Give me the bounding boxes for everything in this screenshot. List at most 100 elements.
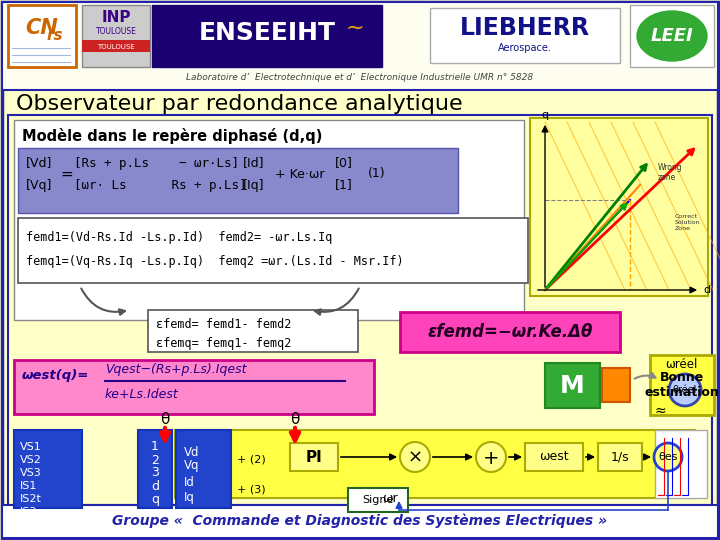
Text: θ: θ: [290, 413, 300, 428]
Text: Vd: Vd: [184, 446, 199, 458]
Text: d: d: [703, 285, 710, 295]
Text: Aerospace.: Aerospace.: [498, 43, 552, 53]
Bar: [650, 355, 714, 415]
Ellipse shape: [637, 11, 707, 61]
Text: Wrong
zone: Wrong zone: [658, 163, 683, 182]
Text: femd1=(Vd-Rs.Id -Ls.p.Id)  femd2= -ωr.Ls.Iq: femd1=(Vd-Rs.Id -Ls.p.Id) femd2= -ωr.Ls.…: [26, 231, 333, 244]
Bar: [82, 5, 150, 67]
Text: Observateur par redondance analytique: Observateur par redondance analytique: [16, 94, 463, 114]
Bar: [8, 115, 712, 505]
Text: +: +: [482, 449, 499, 468]
Text: Id: Id: [184, 476, 195, 489]
Bar: [290, 443, 338, 471]
Text: εfemd=−ωr.Ke.Δθ: εfemd=−ωr.Ke.Δθ: [427, 323, 593, 341]
Bar: [598, 443, 642, 471]
Text: Laboratoire d’  Electrotechnique et d’  Electronique Industrielle UMR n° 5828: Laboratoire d’ Electrotechnique et d’ El…: [186, 73, 534, 83]
Text: θ: θ: [161, 413, 170, 428]
Text: ENSEEIHT: ENSEEIHT: [199, 21, 336, 45]
Text: VS2: VS2: [20, 455, 42, 465]
Text: =: =: [60, 166, 73, 181]
Text: Correct
Solution
Zone: Correct Solution Zone: [675, 214, 701, 231]
Text: 1/s: 1/s: [611, 450, 629, 463]
Text: [Iq]: [Iq]: [243, 179, 264, 192]
Bar: [18, 218, 528, 283]
Circle shape: [654, 443, 682, 471]
Bar: [545, 363, 600, 408]
Bar: [2, 2, 718, 90]
Text: + Ke·ωr: + Ke·ωr: [275, 167, 325, 180]
Bar: [152, 5, 382, 67]
Text: ωest(q)=: ωest(q)=: [22, 368, 89, 381]
Text: 1: 1: [151, 441, 159, 454]
Bar: [525, 443, 583, 471]
Bar: [400, 312, 620, 352]
Text: q: q: [151, 492, 159, 505]
Circle shape: [400, 442, 430, 472]
Text: femq1=(Vq-Rs.Iq -Ls.p.Iq)  femq2 =ωr.(Ls.Id - Msr.If): femq1=(Vq-Rs.Iq -Ls.p.Iq) femq2 =ωr.(Ls.…: [26, 254, 404, 267]
Bar: [148, 310, 358, 352]
Text: INP: INP: [102, 10, 131, 25]
Text: εfemq= femq1- femq2: εfemq= femq1- femq2: [156, 336, 292, 349]
Bar: [14, 430, 82, 508]
Text: ωréel: ωréel: [665, 359, 698, 372]
Text: Modèle dans le repère diphasé (d,q): Modèle dans le repère diphasé (d,q): [22, 128, 323, 144]
Text: [Rs + p.Ls    − ωr·Ls]: [Rs + p.Ls − ωr·Ls]: [74, 157, 239, 170]
Text: [Id]: [Id]: [243, 157, 264, 170]
Text: IS1: IS1: [20, 481, 37, 491]
Text: [Vq]: [Vq]: [26, 179, 53, 192]
Text: TOULOUSE: TOULOUSE: [96, 28, 136, 37]
Text: θes: θes: [658, 452, 678, 462]
Text: VS1: VS1: [20, 442, 42, 452]
Text: 2: 2: [151, 454, 159, 467]
Text: VS3: VS3: [20, 468, 42, 478]
Text: ωest: ωest: [539, 450, 569, 463]
Text: [Vd]: [Vd]: [26, 157, 53, 170]
Text: Bonne
estimation: Bonne estimation: [644, 371, 719, 399]
Bar: [348, 488, 408, 512]
Text: CN: CN: [26, 18, 58, 38]
Text: ωr: ωr: [382, 491, 398, 504]
Bar: [175, 430, 695, 498]
Text: [ωr· Ls      Rs + p.Ls]: [ωr· Ls Rs + p.Ls]: [74, 179, 246, 192]
Text: ~: ~: [346, 18, 364, 38]
Bar: [14, 360, 374, 414]
Text: [1]: [1]: [335, 179, 353, 192]
Bar: [602, 368, 630, 402]
Text: LIEBHERR: LIEBHERR: [460, 16, 590, 40]
Bar: [630, 5, 714, 67]
Text: 3: 3: [151, 467, 159, 480]
Text: Groupe «  Commande et Diagnostic des Systèmes Electriques »: Groupe « Commande et Diagnostic des Syst…: [112, 514, 608, 528]
Bar: [138, 430, 172, 508]
Text: rs: rs: [47, 29, 63, 44]
Bar: [2, 505, 718, 538]
Text: Vqest−(Rs+p.Ls).Iqest: Vqest−(Rs+p.Ls).Iqest: [105, 363, 246, 376]
Text: Iq: Iq: [184, 490, 195, 503]
Text: ×: ×: [408, 449, 423, 467]
Text: q: q: [541, 110, 549, 120]
Circle shape: [476, 442, 506, 472]
Text: TOULOUSE: TOULOUSE: [97, 44, 135, 50]
Text: (1): (1): [368, 167, 386, 180]
Text: IS3: IS3: [20, 507, 37, 517]
Text: M: M: [559, 374, 585, 398]
Text: d: d: [151, 480, 159, 492]
Text: [0]: [0]: [335, 157, 353, 170]
Text: θréel: θréel: [672, 385, 697, 395]
Text: Signe: Signe: [362, 495, 394, 505]
Bar: [18, 148, 458, 213]
Text: + (3): + (3): [237, 485, 266, 495]
Text: εfemd= femd1- femd2: εfemd= femd1- femd2: [156, 319, 292, 332]
Bar: [655, 430, 707, 498]
Bar: [430, 8, 620, 63]
Text: PI: PI: [305, 449, 323, 464]
Bar: [176, 430, 231, 508]
Circle shape: [669, 374, 701, 406]
Bar: [530, 118, 708, 296]
Bar: [82, 40, 150, 52]
Text: LEEI: LEEI: [651, 27, 693, 45]
Text: Vq: Vq: [184, 460, 199, 472]
Text: IS2t: IS2t: [20, 494, 42, 504]
Text: + (2): + (2): [237, 455, 266, 465]
Bar: [14, 120, 524, 320]
Text: ke+Ls.Idest: ke+Ls.Idest: [105, 388, 179, 401]
